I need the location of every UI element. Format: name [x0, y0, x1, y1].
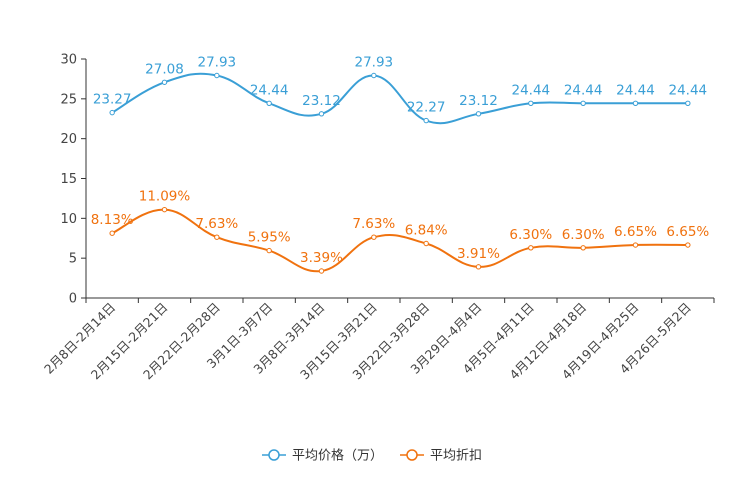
y-tick-label: 20 — [60, 132, 77, 147]
y-tick-label: 15 — [60, 172, 77, 187]
data-label: 8.13% — [91, 212, 134, 228]
y-tick-label: 5 — [69, 252, 77, 267]
y-tick-label: 25 — [60, 92, 77, 107]
y-tick-label: 0 — [69, 292, 77, 307]
legend-item-1: 平均价格（万） — [262, 448, 383, 464]
data-label: 6.65% — [614, 224, 657, 240]
data-point — [161, 206, 168, 213]
data-label: 22.27 — [407, 100, 446, 116]
data-point — [475, 111, 482, 117]
data-point — [266, 247, 272, 254]
y-tick-label: 10 — [60, 212, 77, 227]
data-label: 7.63% — [195, 216, 238, 232]
data-point — [266, 100, 272, 106]
data-point — [423, 240, 429, 247]
data-point — [161, 79, 168, 85]
data-point — [528, 245, 534, 251]
legend: 平均价格（万） 平均折扣 — [262, 448, 482, 464]
data-label: 23.12 — [459, 93, 498, 109]
data-label: 27.93 — [355, 54, 394, 70]
data-point — [109, 230, 115, 236]
y-tick-label: 30 — [60, 53, 77, 68]
data-label: 6.65% — [666, 224, 709, 240]
data-label: 24.44 — [512, 82, 551, 98]
data-label: 11.09% — [139, 189, 191, 205]
data-point — [685, 242, 691, 248]
data-label: 23.27 — [93, 92, 132, 108]
data-point — [632, 100, 639, 106]
data-point — [371, 72, 377, 79]
data-point — [318, 111, 325, 117]
data-label: 5.95% — [248, 230, 291, 246]
legend-item-2: 平均折扣 — [400, 449, 482, 464]
legend-marker-icon — [406, 449, 418, 461]
data-labels: 23.27 27.08 27.93 24.44 23.12 27.93 22.27 23.12… — [91, 54, 710, 266]
data-label: 7.63% — [352, 216, 395, 232]
data-label: 6.30% — [562, 227, 605, 243]
data-point — [685, 100, 691, 106]
legend-label: 平均折扣 — [430, 449, 482, 464]
data-label: 24.44 — [616, 82, 655, 98]
data-label: 24.44 — [250, 82, 289, 98]
data-label: 6.84% — [405, 223, 448, 239]
data-point — [423, 117, 429, 124]
data-label: 24.44 — [669, 82, 708, 98]
data-label: 3.91% — [457, 246, 500, 262]
data-label: 27.93 — [198, 54, 237, 70]
series-layer — [109, 72, 691, 274]
data-point — [632, 242, 639, 248]
data-label: 3.39% — [300, 250, 343, 266]
data-point — [580, 245, 586, 251]
legend-label: 平均价格（万） — [292, 448, 383, 464]
data-label: 23.12 — [302, 93, 341, 109]
data-label: 24.44 — [564, 82, 603, 98]
data-point — [528, 100, 534, 106]
data-point — [371, 234, 377, 240]
data-point — [475, 264, 482, 270]
data-point — [214, 72, 220, 79]
data-point — [214, 234, 220, 240]
data-label: 6.30% — [509, 227, 552, 243]
series-line-1 — [111, 72, 688, 125]
data-point — [580, 100, 586, 106]
legend-marker-icon — [268, 449, 280, 461]
data-point — [318, 268, 325, 274]
data-label: 27.08 — [145, 61, 184, 77]
data-point — [109, 109, 115, 116]
